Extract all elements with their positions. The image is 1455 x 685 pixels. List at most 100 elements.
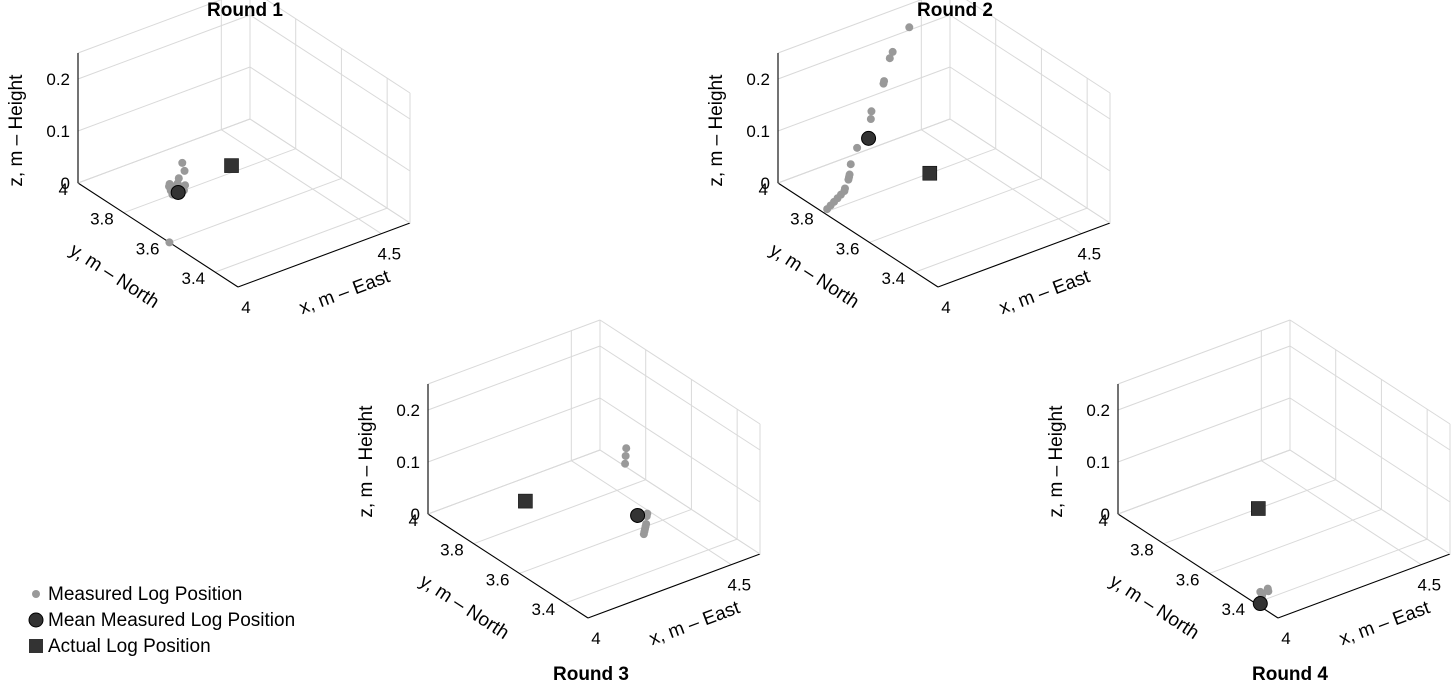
measured-point (866, 115, 875, 124)
right-wall-grid-z (949, 14, 1111, 120)
y-tick-label: 3.6 (486, 570, 510, 589)
floor-grid-y (123, 148, 296, 214)
floor-grid-y (169, 177, 342, 243)
z-tick-label: 0 (411, 505, 420, 524)
grid (77, 0, 411, 288)
right-wall-grid-z (1289, 345, 1451, 451)
right-wall-grid-z (249, 66, 411, 172)
x-tick-label: 4 (1281, 629, 1290, 648)
floor-back-edge-x (249, 118, 411, 224)
floor-back-edge-y (427, 449, 601, 515)
actual-position-marker (1251, 501, 1266, 516)
back-wall-grid-z (427, 345, 601, 411)
x-axis-label: x, m – East (996, 266, 1093, 319)
floor-back-edge-y (77, 118, 251, 184)
x-tick-label: 4.5 (1078, 245, 1102, 264)
measured-point (178, 158, 187, 167)
z-axis-label: z, m – Height (1046, 405, 1067, 518)
z-tick-label: 0.2 (1086, 401, 1110, 420)
mean-position-marker (170, 184, 186, 200)
y-tick-label: 3.4 (182, 269, 206, 288)
legend-marker (29, 639, 43, 653)
y-tick-label: 4 (409, 511, 418, 530)
measured-point (165, 182, 174, 191)
back-wall-top (427, 319, 601, 385)
right-wall-grid-z (599, 397, 761, 503)
right-wall-grid-z (599, 345, 761, 451)
mean-position-marker (1252, 596, 1268, 612)
z-tick-label: 0.2 (396, 401, 420, 420)
actual-position-marker (518, 493, 533, 509)
back-wall-grid-z (77, 66, 251, 132)
y-tick-label: 4 (59, 180, 68, 199)
right-wall-grid-z (249, 14, 411, 120)
right-wall-grid-z (1289, 397, 1451, 503)
y-tick-label: 3.8 (90, 210, 114, 229)
floor-grid-y (823, 148, 996, 214)
back-wall-top (77, 0, 222, 54)
y-tick-label: 3.8 (790, 210, 814, 229)
back-wall-grid-z (1117, 345, 1291, 411)
back-wall-grid-z (77, 14, 251, 80)
y-tick-label: 3.4 (532, 600, 556, 619)
legend-item-actual-log-position: Actual Log Position (29, 636, 211, 657)
measured-point (853, 143, 862, 152)
y-tick-label: 3.4 (882, 269, 906, 288)
floor-grid-y (564, 538, 738, 604)
chart-title: Round 1 (207, 0, 283, 21)
legend-label: Measured Log Position (48, 584, 242, 605)
x-axis-label: x, m – East (1336, 597, 1433, 650)
z-axis-label: z, m – Height (356, 405, 377, 518)
legend-marker (32, 590, 40, 598)
right-wall-top (1289, 319, 1451, 425)
floor-grid-x (1261, 460, 1422, 566)
y-axis-line (427, 513, 589, 619)
right-wall-top (266, 0, 411, 94)
x-tick-label: 4.5 (378, 245, 402, 264)
actual-position-marker (224, 158, 239, 173)
right-wall-top (966, 0, 1111, 94)
y-tick-label: 4 (1099, 511, 1108, 530)
measured-point (885, 54, 894, 63)
measured-point (845, 170, 854, 179)
legend-label: Actual Log Position (48, 636, 211, 657)
x-axis-line (937, 222, 1111, 288)
x-tick-label: 4.5 (1418, 576, 1442, 595)
measured-point (622, 444, 631, 453)
chart-title: Round 3 (553, 664, 629, 685)
z-tick-label: 0.2 (746, 70, 770, 89)
floor-grid-y (519, 508, 692, 574)
z-axis-label: z, m – Height (6, 74, 27, 187)
floor-grid-y (914, 207, 1088, 273)
actual-position-marker (922, 165, 938, 181)
mean-position-marker (630, 507, 646, 523)
y-tick-label: 3.6 (836, 239, 860, 258)
y-axis-line (777, 182, 939, 288)
grid (1117, 319, 1451, 619)
measured-point (180, 166, 189, 175)
z-tick-label: 0 (61, 174, 70, 193)
floor-back-edge-x (1289, 449, 1451, 555)
floor-grid-y (473, 479, 646, 545)
y-tick-label: 3.4 (1222, 600, 1246, 619)
z-tick-label: 0.1 (746, 122, 770, 141)
floor-grid-y (869, 177, 1042, 243)
grid (427, 319, 761, 619)
legend-item-mean-measured-log-position: Mean Measured Log Position (28, 610, 295, 631)
z-axis-label: z, m – Height (706, 74, 727, 187)
measured-point (1264, 587, 1273, 596)
measured-points (823, 23, 914, 214)
mean-position-marker (861, 130, 877, 146)
legend-marker (28, 612, 44, 628)
y-axis-line (1117, 513, 1279, 619)
x-axis-line (587, 553, 761, 619)
y-tick-label: 3.8 (1130, 541, 1154, 560)
back-wall-grid-z (777, 14, 951, 80)
right-wall-top (599, 319, 761, 425)
floor-grid-x (921, 129, 1082, 235)
